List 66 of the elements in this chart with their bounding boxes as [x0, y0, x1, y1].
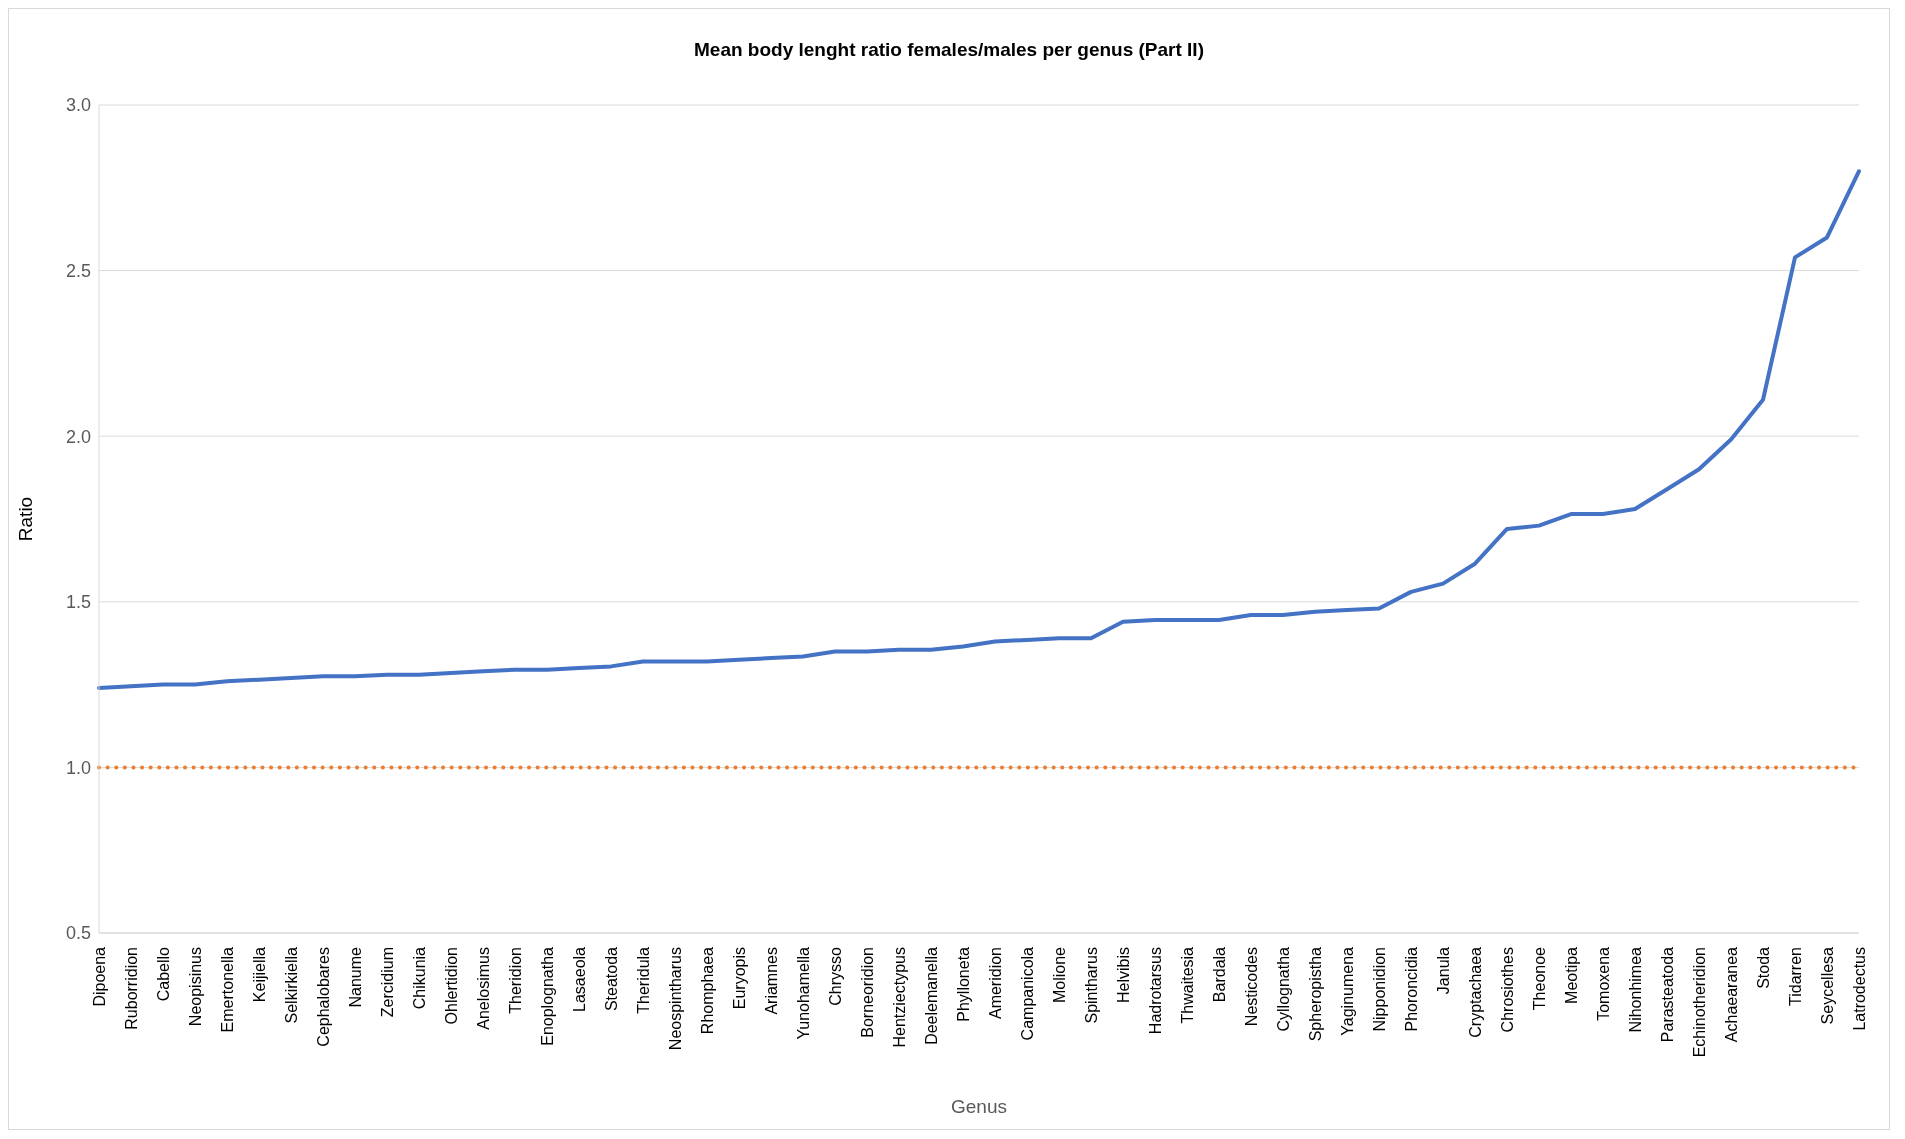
y-tick-label: 0.5 — [65, 923, 91, 944]
y-tick-label: 1.0 — [65, 757, 91, 778]
x-tick-label: Chrysso — [826, 946, 844, 1006]
x-tick-label: Helvibis — [1114, 947, 1132, 1004]
x-tick-label: Tomoxena — [1594, 946, 1612, 1021]
chart-title: Mean body lenght ratio females/males per genus (Part II) — [693, 39, 1205, 61]
x-tick-label: Meotipa — [1562, 946, 1580, 1004]
x-tick-label: Ruborridion — [122, 947, 140, 1030]
x-tick-label: Spintharus — [1082, 947, 1100, 1024]
x-tick-label: Tidarren — [1786, 947, 1804, 1006]
x-tick-label: Anelosimus — [474, 947, 492, 1030]
x-tick-label: Cryptachaea — [1466, 946, 1484, 1038]
x-tick-label: Echinotheridion — [1690, 947, 1708, 1058]
x-tick-label: Phoroncidia — [1402, 946, 1420, 1032]
x-tick-label: Phylloneta — [954, 946, 972, 1022]
x-tick-label: Selkirkiella — [282, 946, 300, 1024]
x-tick-label: Borneoridion — [858, 947, 876, 1038]
x-tick-label: Parasteatoda — [1658, 946, 1676, 1043]
x-tick-label: Neopisinus — [186, 947, 204, 1027]
x-tick-label: Ariamnes — [762, 947, 780, 1015]
x-axis-title: Genus — [951, 1096, 1007, 1117]
x-tick-label: Rhomphaea — [698, 946, 716, 1035]
x-tick-label: Euryopis — [730, 947, 748, 1010]
x-tick-label: Spheropistha — [1306, 946, 1324, 1042]
x-tick-label: Cephalobares — [314, 947, 332, 1047]
x-tick-label: Seycellesa — [1818, 946, 1836, 1025]
x-tick-label: Yunohamella — [794, 946, 812, 1040]
x-tick-label: Campanicola — [1018, 946, 1036, 1041]
x-tick-label: Stoda — [1754, 946, 1772, 989]
x-tick-label: Thwaitesia — [1178, 946, 1196, 1024]
x-tick-label: Hadrotarsus — [1146, 947, 1164, 1035]
x-tick-label: Nesticodes — [1242, 947, 1260, 1027]
x-tick-label: Lasaeola — [570, 946, 588, 1012]
x-tick-label: Theridion — [506, 947, 524, 1014]
x-tick-label: Deelemanella — [922, 946, 940, 1045]
x-tick-label: Ohlertidion — [442, 947, 460, 1025]
x-tick-label: Ameridion — [986, 947, 1004, 1020]
x-tick-label: Zercidium — [378, 947, 396, 1018]
x-tick-label: Hentziectypus — [890, 947, 908, 1048]
x-tick-label: Theridula — [634, 946, 652, 1014]
x-tick-label: Neospintharus — [666, 947, 684, 1051]
x-tick-label: Latrodectus — [1850, 947, 1868, 1031]
x-tick-label: Nipponidion — [1370, 947, 1388, 1032]
x-tick-label: Keijiella — [250, 946, 268, 1003]
x-tick-label: Nanume — [346, 946, 364, 1008]
x-tick-label: Janula — [1434, 946, 1452, 995]
x-tick-label: Theonoe — [1530, 946, 1548, 1011]
x-tick-label: Cabello — [154, 946, 172, 1002]
x-tick-label: Nihonhimea — [1626, 946, 1644, 1033]
x-tick-label: Cyllognatha — [1274, 946, 1292, 1032]
x-tick-label: Molione — [1050, 946, 1068, 1004]
x-tick-label: Chrosiothes — [1498, 947, 1516, 1033]
x-tick-label: Steatoda — [602, 946, 620, 1012]
x-tick-label: Bardala — [1210, 946, 1228, 1003]
x-tick-label: Dipoena — [90, 946, 108, 1007]
y-tick-label: 2.5 — [65, 260, 91, 281]
x-tick-label: Achaearanea — [1722, 946, 1740, 1043]
x-tick-label: Enoplognatha — [538, 946, 556, 1046]
y-axis-title: Ratio — [14, 496, 36, 542]
line-series — [97, 169, 1861, 690]
x-tick-label: Emertonella — [218, 946, 236, 1033]
x-tick-label: Yaginumena — [1338, 946, 1356, 1036]
y-tick-label: 3.0 — [65, 95, 91, 116]
x-tick-label: Chikunia — [410, 946, 428, 1010]
y-tick-label: 2.0 — [65, 426, 91, 447]
y-tick-label: 1.5 — [65, 592, 91, 613]
